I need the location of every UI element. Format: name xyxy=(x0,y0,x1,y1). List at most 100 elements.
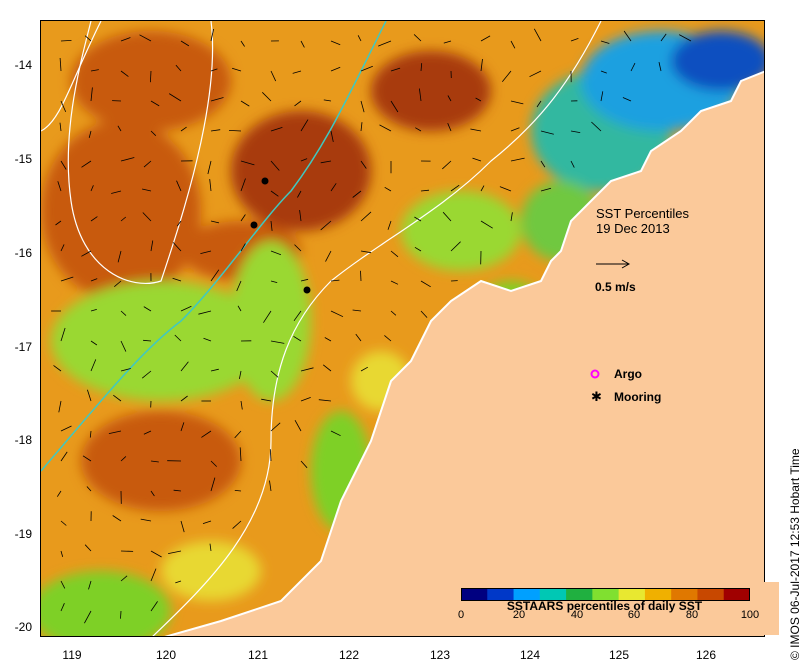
current-vector xyxy=(90,216,98,222)
current-vector xyxy=(270,250,282,256)
current-vector xyxy=(447,95,452,102)
current-vector xyxy=(180,126,187,132)
x-tick-label: 125 xyxy=(608,648,630,662)
current-vector xyxy=(390,250,399,258)
current-vector xyxy=(150,490,155,497)
current-vector xyxy=(239,370,242,379)
colorbar-segment xyxy=(723,588,750,601)
current-vector xyxy=(510,40,516,49)
current-vector xyxy=(536,100,542,108)
current-vector xyxy=(300,278,309,282)
current-vector xyxy=(470,128,482,132)
x-tick-label: 123 xyxy=(429,648,451,662)
current-vector xyxy=(203,337,212,342)
current-vector xyxy=(540,130,554,135)
current-vector xyxy=(600,70,607,74)
current-vector xyxy=(472,157,482,162)
current-vector xyxy=(210,68,218,72)
current-vector xyxy=(111,190,122,194)
current-vector xyxy=(82,455,92,462)
current-vector xyxy=(210,129,221,132)
current-vector xyxy=(378,40,392,47)
legend-tick: 80 xyxy=(685,609,699,621)
colorbar-segment xyxy=(566,588,593,601)
current-vector xyxy=(120,37,131,42)
current-vector xyxy=(120,216,127,222)
current-vector xyxy=(175,64,182,72)
current-vector xyxy=(384,335,392,342)
current-vector xyxy=(443,40,452,44)
current-vector xyxy=(56,490,62,497)
current-vector xyxy=(415,127,422,132)
colorbar-segment xyxy=(539,588,567,601)
current-vector xyxy=(540,160,546,168)
current-vector xyxy=(174,334,182,342)
current-vector xyxy=(360,160,367,169)
current-vector xyxy=(360,100,365,113)
current-vector xyxy=(360,270,362,282)
current-vector xyxy=(150,550,162,558)
current-vector xyxy=(240,214,246,222)
current-vector xyxy=(143,306,152,312)
scale-label: 0.5 m/s xyxy=(595,280,636,294)
current-vector xyxy=(480,58,483,72)
imos-credit: © IMOS 06-Jul-2017 12:53 Hobart Time xyxy=(788,448,802,660)
colorbar-segment xyxy=(671,588,698,601)
current-vector xyxy=(234,490,242,492)
current-vector xyxy=(294,244,302,252)
current-vector xyxy=(90,309,97,312)
colorbar-segment xyxy=(592,588,620,601)
current-vector xyxy=(210,477,216,492)
current-vector xyxy=(355,333,362,342)
current-vector xyxy=(270,127,283,132)
current-vector xyxy=(510,100,524,105)
current-vector xyxy=(297,190,302,198)
legend-tick: 60 xyxy=(627,609,641,621)
current-vector xyxy=(231,67,242,72)
current-vector xyxy=(263,310,272,323)
current-vector xyxy=(240,178,246,192)
current-vector xyxy=(294,420,302,432)
current-vector xyxy=(210,368,219,372)
sst-map: ✱ xyxy=(41,21,764,636)
current-vector xyxy=(60,520,67,526)
y-tick-label: -19 xyxy=(14,527,32,541)
legend-tick: 20 xyxy=(512,609,526,621)
current-vector xyxy=(180,305,192,312)
current-vector xyxy=(270,370,279,378)
current-vector xyxy=(120,340,127,352)
current-vector xyxy=(384,186,392,192)
current-vector xyxy=(269,480,272,492)
current-vector xyxy=(86,486,92,492)
current-vector xyxy=(60,580,66,589)
current-vector xyxy=(236,280,242,292)
isobath-white-3 xyxy=(152,21,602,636)
current-vector xyxy=(207,160,212,175)
current-vector xyxy=(150,460,159,463)
current-vector xyxy=(112,515,122,522)
current-vector xyxy=(201,430,212,438)
current-vector xyxy=(90,359,97,372)
current-vector xyxy=(294,100,302,107)
current-vector xyxy=(501,70,512,82)
argo-label: Argo xyxy=(614,367,642,381)
current-vector xyxy=(180,520,185,533)
current-vector xyxy=(570,160,575,168)
current-vector xyxy=(168,550,182,554)
land-mass xyxy=(168,71,764,636)
current-vector xyxy=(53,365,62,372)
current-vector xyxy=(360,366,368,372)
current-vector xyxy=(240,243,246,252)
current-vector xyxy=(390,67,401,72)
current-vector xyxy=(60,276,74,282)
mooring-marker xyxy=(261,177,269,185)
current-vector xyxy=(540,187,552,192)
current-vector xyxy=(480,220,493,229)
current-vector xyxy=(172,277,182,282)
current-vector xyxy=(60,40,72,42)
y-tick-label: -16 xyxy=(14,246,32,260)
current-vector xyxy=(234,430,242,439)
current-vector xyxy=(60,160,67,170)
current-vector xyxy=(210,460,217,467)
current-vector xyxy=(120,310,127,316)
